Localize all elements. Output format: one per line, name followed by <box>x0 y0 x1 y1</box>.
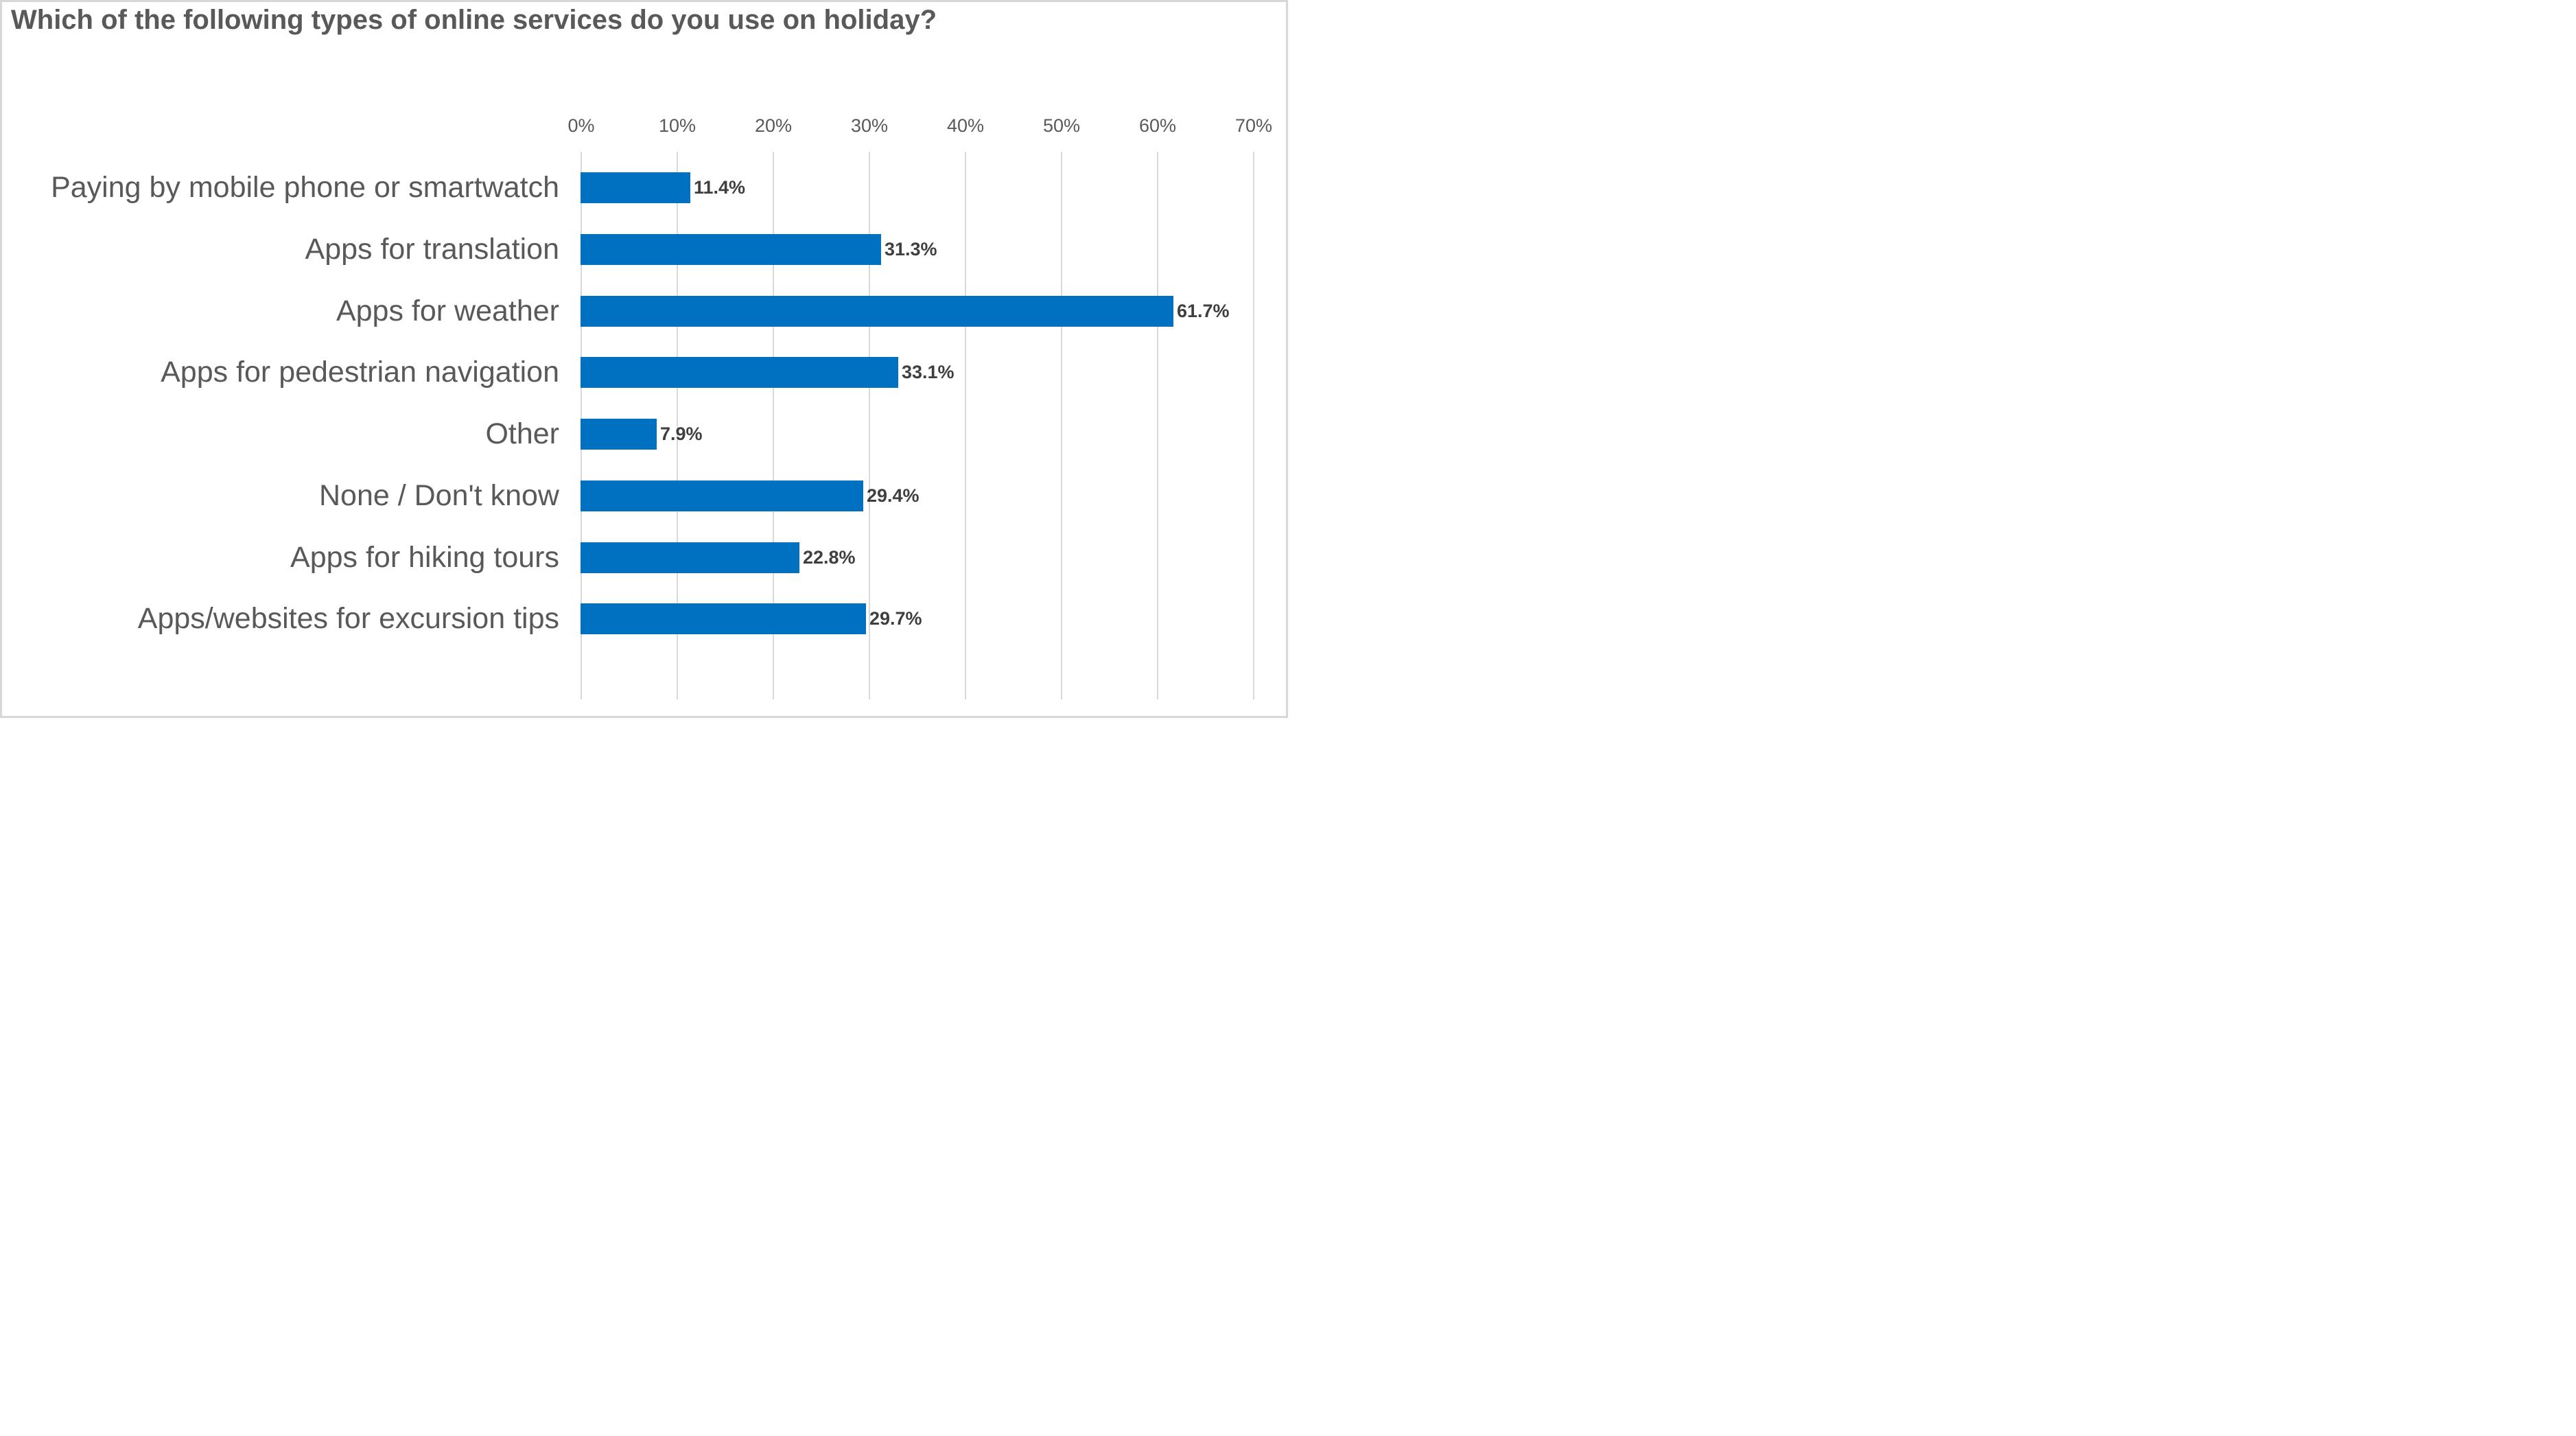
value-label: 22.8% <box>803 546 856 568</box>
x-axis-tick-label: 50% <box>1042 115 1081 136</box>
value-label: 7.9% <box>660 424 703 444</box>
category-label: None / Don't know <box>318 478 559 512</box>
gridline <box>1253 152 1254 699</box>
category-label: Apps for weather <box>336 294 559 327</box>
x-axis-tick-label: 0% <box>567 115 595 136</box>
gridline <box>773 152 774 699</box>
gridline <box>1061 152 1062 699</box>
gridline <box>1157 152 1158 699</box>
value-label: 11.4% <box>694 177 746 198</box>
category-label: Paying by mobile phone or smartwatch <box>51 171 559 204</box>
value-label: 33.1% <box>902 362 955 383</box>
x-axis-tick-label: 40% <box>946 115 985 136</box>
x-axis-tick-label: 70% <box>1234 115 1273 136</box>
category-label: Apps/websites for excursion tips <box>137 602 559 636</box>
bar <box>581 542 799 573</box>
bar <box>581 295 1173 327</box>
x-axis-tick-label: 60% <box>1138 115 1177 136</box>
value-label: 29.7% <box>869 608 922 629</box>
category-label: Other <box>485 417 559 450</box>
gridline <box>677 152 678 699</box>
chart-title: Which of the following types of online s… <box>11 5 937 35</box>
gridline <box>965 152 966 699</box>
value-label: 61.7% <box>1177 300 1230 321</box>
bar <box>581 480 863 511</box>
chart-frame: Which of the following types of online s… <box>0 0 1288 718</box>
bar <box>581 419 657 450</box>
category-label: Apps for pedestrian navigation <box>161 356 559 389</box>
value-label: 29.4% <box>867 485 920 506</box>
x-axis-tick-label: 20% <box>754 115 793 136</box>
category-label: Apps for hiking tours <box>290 540 559 574</box>
bar <box>581 172 690 203</box>
gridline <box>869 152 870 699</box>
category-label: Apps for translation <box>305 232 559 266</box>
value-label: 31.3% <box>885 238 937 259</box>
bar <box>581 603 866 635</box>
bar <box>581 357 898 389</box>
x-axis-tick-label: 30% <box>850 115 889 136</box>
x-axis-tick-label: 10% <box>658 115 696 136</box>
bar <box>581 233 881 265</box>
